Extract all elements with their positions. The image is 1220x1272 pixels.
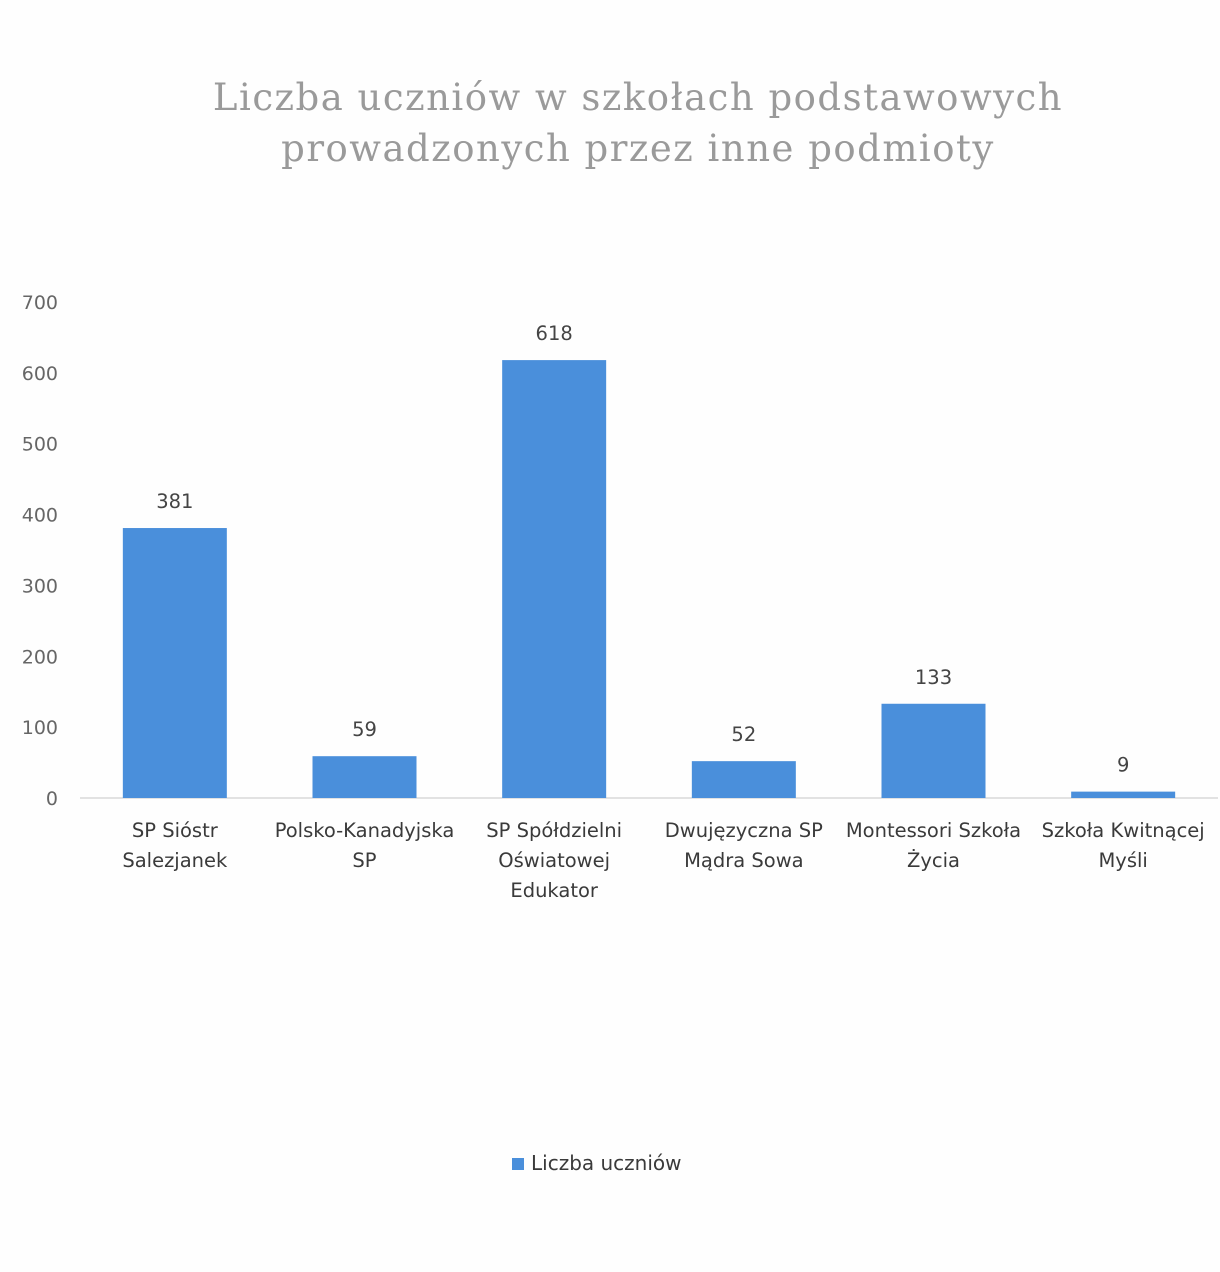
category-label-line: Salezjanek [122, 849, 228, 872]
data-label: 133 [915, 666, 952, 689]
y-tick-label: 200 [22, 646, 58, 668]
data-label: 59 [352, 718, 377, 741]
bar [122, 528, 227, 798]
category-label-line: Życia [907, 849, 960, 872]
bar [881, 703, 986, 798]
data-label: 9 [1117, 754, 1129, 777]
chart-title-line-2: prowadzonych przez inne podmioty [281, 127, 995, 170]
bar [691, 761, 796, 798]
data-label: 52 [731, 723, 756, 746]
category-label-line: Myśli [1098, 849, 1147, 872]
category-label-line: Edukator [510, 879, 599, 902]
bar [1071, 791, 1176, 798]
category-labels: SP Sióstr Salezjanek Polsko-Kanadyjska SP SP… [122, 819, 1204, 902]
chart-title-line-1: Liczba uczniów w szkołach podstawowych [213, 76, 1063, 119]
category-label-line: Szkoła Kwitnącej [1042, 819, 1205, 842]
category-label: SP Sióstr Salezjanek [122, 819, 228, 872]
legend-label: Liczba uczniów [531, 1151, 682, 1175]
data-labels: 381 59 618 52 133 9 [156, 322, 1129, 777]
legend-swatch [512, 1158, 524, 1170]
bars [122, 360, 1176, 798]
category-label: Montessori Szkoła Życia [846, 819, 1021, 872]
category-label: Polsko-Kanadyjska SP [275, 819, 455, 872]
y-tick-label: 500 [22, 434, 58, 456]
category-label: Szkoła Kwitnącej Myśli [1042, 819, 1205, 872]
y-tick-label: 0 [46, 788, 58, 810]
y-tick-label: 600 [22, 363, 58, 385]
y-tick-label: 100 [22, 717, 58, 739]
category-label-line: Dwujęzyczna SP [665, 819, 823, 842]
chart-title: Liczba uczniów w szkołach podstawowych p… [213, 76, 1063, 170]
y-tick-label: 400 [22, 505, 58, 527]
legend: Liczba uczniów [512, 1151, 682, 1175]
bar [312, 756, 417, 798]
category-label-line: SP [352, 849, 376, 872]
data-label: 618 [536, 322, 573, 345]
category-label-line: Montessori Szkoła [846, 819, 1021, 842]
y-tick-label: 700 [22, 292, 58, 314]
category-label-line: Mądra Sowa [684, 849, 804, 872]
y-axis: 0 100 200 300 400 500 600 700 [22, 292, 58, 810]
category-label-line: Oświatowej [498, 849, 610, 872]
bar [502, 360, 607, 798]
category-label-line: Polsko-Kanadyjska [275, 819, 455, 842]
category-label: SP Spółdzielni Oświatowej Edukator [486, 819, 622, 902]
data-label: 381 [156, 490, 193, 513]
category-label-line: SP Spółdzielni [486, 819, 622, 842]
category-label: Dwujęzyczna SP Mądra Sowa [665, 819, 823, 872]
category-label-line: SP Sióstr [132, 819, 219, 842]
y-tick-label: 300 [22, 575, 58, 597]
